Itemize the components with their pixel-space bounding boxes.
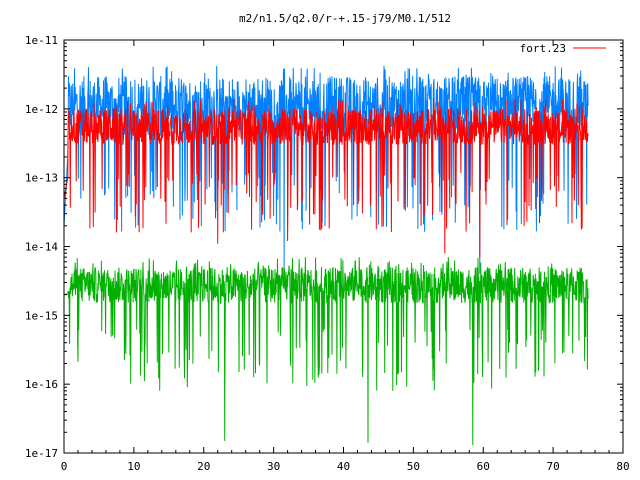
x-tick-label: 60 <box>477 460 490 473</box>
y-tick-label: 1e-16 <box>25 378 58 391</box>
series-line-unlabeled-1 <box>63 65 589 274</box>
legend-label: fort.23 <box>520 42 566 55</box>
y-tick-label: 1e-15 <box>25 309 58 322</box>
x-tick-label: 30 <box>267 460 280 473</box>
y-tick-label: 1e-11 <box>25 34 58 47</box>
x-tick-label: 80 <box>616 460 629 473</box>
x-tick-label: 70 <box>547 460 560 473</box>
axis-ticks: 0 10 20 30 40 50 60 70 80 1e-17 1e-16 1e-15 1e-14 1e-… <box>25 34 630 473</box>
series-line-unlabeled-2 <box>63 257 589 446</box>
series-layer <box>63 65 589 446</box>
chart-title: m2/n1.5/q2.0/r-+.15-j79/M0.1/512 <box>239 12 451 25</box>
y-tick-label: 1e-17 <box>25 447 58 460</box>
x-tick-label: 10 <box>127 460 140 473</box>
legend: fort.23 <box>520 42 606 55</box>
series-line-fort-23 <box>63 98 589 258</box>
plot-frame <box>63 39 624 454</box>
y-tick-label: 1e-13 <box>25 172 58 185</box>
y-tick-label: 1e-12 <box>25 103 58 116</box>
x-tick-label: 40 <box>337 460 350 473</box>
x-tick-label: 50 <box>407 460 420 473</box>
y-tick-label: 1e-14 <box>25 241 58 254</box>
x-tick-label: 0 <box>61 460 68 473</box>
x-tick-label: 20 <box>197 460 210 473</box>
